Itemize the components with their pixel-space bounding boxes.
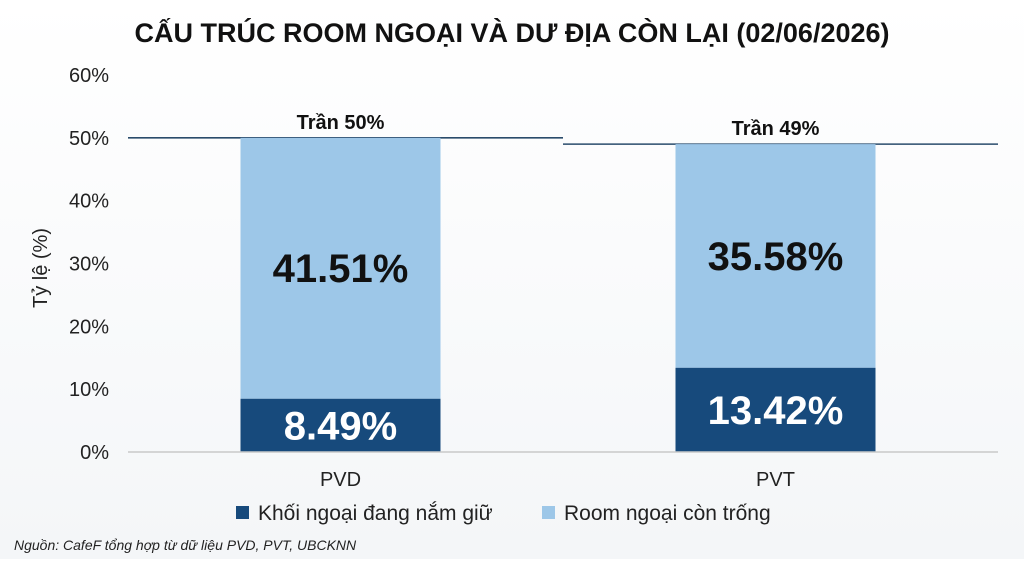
cap-label: Trần 49% <box>732 118 820 140</box>
source-note: Nguồn: CafeF tổng hợp từ dữ liệu PVD, PV… <box>14 537 357 553</box>
legend-label: Khối ngoại đang nắm giữ <box>258 502 493 525</box>
y-tick-label: 40% <box>69 191 109 213</box>
bar-data-labels: 8.49% 41.51% 13.42% 35.58% <box>273 235 844 448</box>
bar-data-label: 35.58% <box>708 235 844 279</box>
legend-swatch <box>236 506 249 519</box>
bar-segment <box>240 398 441 452</box>
y-axis-title: Tỷ lệ (%) <box>30 228 52 308</box>
bar-segment <box>675 367 876 452</box>
legend-label: Room ngoại còn trống <box>564 502 771 525</box>
x-tick-labels: PVD PVT <box>320 469 795 491</box>
bar-data-label: 8.49% <box>284 404 397 448</box>
legend-swatch <box>542 506 555 519</box>
x-tick-label: PVD <box>320 469 361 491</box>
bar-data-label: 13.42% <box>708 389 844 433</box>
y-tick-label: 50% <box>69 128 109 150</box>
bars <box>240 137 876 452</box>
y-tick-label: 0% <box>80 442 109 464</box>
y-tick-label: 30% <box>69 254 109 276</box>
y-tick-labels: 0% 10% 20% 30% 40% 50% 60% <box>69 65 109 464</box>
y-tick-label: 10% <box>69 379 109 401</box>
y-tick-label: 60% <box>69 65 109 87</box>
x-tick-label: PVT <box>756 469 795 491</box>
bar-data-label: 41.51% <box>273 247 409 291</box>
cap-label: Trần 50% <box>297 112 385 134</box>
y-tick-label: 20% <box>69 316 109 338</box>
bar-segment <box>675 144 876 368</box>
bar-segment <box>240 137 441 399</box>
chart-title: CẤU TRÚC ROOM NGOẠI VÀ DƯ ĐỊA CÒN LẠI (0… <box>135 17 890 48</box>
legend: Khối ngoại đang nắm giữ Room ngoại còn tr… <box>236 502 771 525</box>
